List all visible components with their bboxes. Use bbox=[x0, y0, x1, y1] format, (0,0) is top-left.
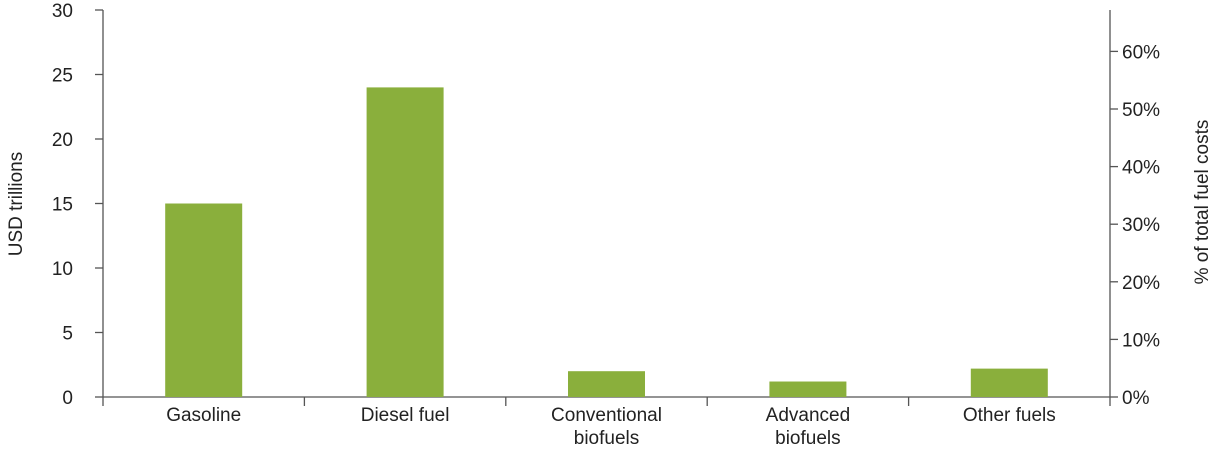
y-tick-label: 5 bbox=[62, 324, 73, 345]
x-tick-label: Gasoline bbox=[166, 405, 241, 426]
bar bbox=[970, 368, 1048, 397]
x-tick-label: Diesel fuel bbox=[361, 405, 450, 426]
y-tick-label: 10 bbox=[52, 259, 73, 280]
y2-tick-label: 10% bbox=[1122, 330, 1160, 351]
bar bbox=[366, 87, 444, 398]
right-ticks: 0% 10% 20% 30% 40% 50% 60% bbox=[1110, 42, 1160, 409]
y2-tick-label: 30% bbox=[1122, 215, 1160, 236]
x-labels: Gasoline Diesel fuel ConventionalbiofuelsA… bbox=[166, 405, 1056, 449]
y-tick-label: 25 bbox=[52, 66, 73, 87]
x-tick-label: Advanced bbox=[766, 405, 851, 426]
x-tick-label: biofuels bbox=[574, 428, 640, 449]
x-tick-label: biofuels bbox=[775, 428, 841, 449]
y2-axis-title: % of total fuel costs bbox=[1192, 120, 1210, 285]
y2-tick-label: 50% bbox=[1122, 100, 1160, 121]
y-tick-label: 20 bbox=[52, 130, 73, 151]
x-tick-label: Conventional bbox=[551, 405, 662, 426]
y2-tick-label: 60% bbox=[1122, 42, 1160, 63]
y-axis-title: USD trillions bbox=[6, 152, 27, 257]
left-ticks: 0 5 10 15 20 25 30 bbox=[52, 1, 103, 409]
y-tick-label: 15 bbox=[52, 195, 73, 216]
y2-tick-label: 20% bbox=[1122, 273, 1160, 294]
bar bbox=[769, 381, 847, 397]
axes bbox=[102, 10, 1111, 398]
bars bbox=[165, 87, 1048, 398]
y-tick-label: 30 bbox=[52, 1, 73, 22]
bar bbox=[165, 203, 243, 397]
x-tick-label: Other fuels bbox=[963, 405, 1056, 426]
x-ticks bbox=[102, 397, 1111, 406]
bar bbox=[568, 371, 645, 397]
y2-tick-label: 0% bbox=[1122, 388, 1150, 409]
y2-tick-label: 40% bbox=[1122, 158, 1160, 179]
y-tick-label: 0 bbox=[62, 388, 73, 409]
